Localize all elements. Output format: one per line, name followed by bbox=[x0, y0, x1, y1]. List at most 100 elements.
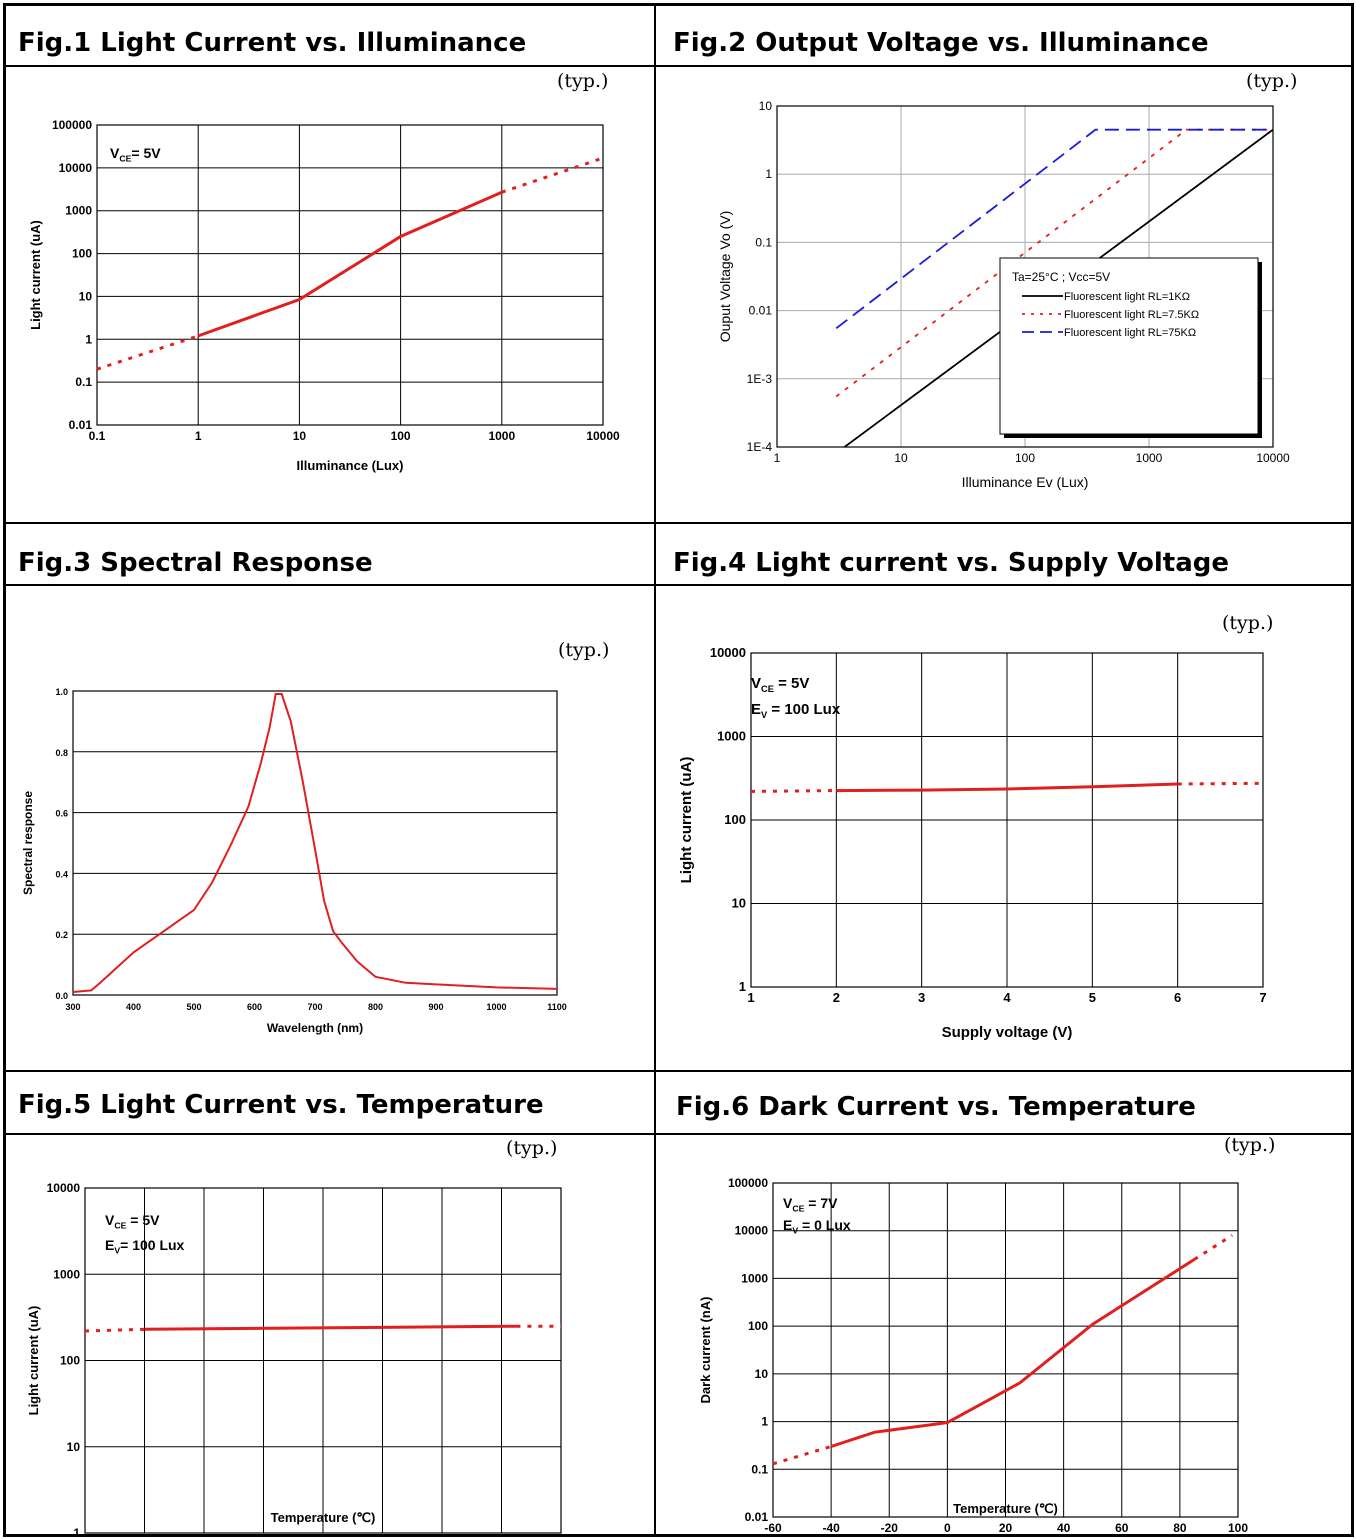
condition-annotation: VCE = 5V bbox=[105, 1212, 160, 1231]
x-tick-label: 400 bbox=[126, 1002, 141, 1012]
frame-divider-row3 bbox=[3, 584, 1354, 586]
x-tick-label: 10000 bbox=[586, 429, 620, 443]
condition-annotation: VCE = 5V bbox=[751, 675, 809, 694]
y-tick-label: 10000 bbox=[735, 1224, 769, 1238]
series-line bbox=[197, 190, 503, 338]
fig1-typ-label: (typ.) bbox=[557, 70, 609, 92]
y-tick-label: 0.0 bbox=[55, 991, 68, 1001]
x-tick-label: 10 bbox=[894, 451, 908, 465]
fig3-chart: 300 400 500 600 700 800 900 1000 1100 0.0 0.2 0.4 0.… bbox=[21, 687, 567, 1035]
x-tick-label: 600 bbox=[247, 1002, 262, 1012]
y-tick-label: 1 bbox=[739, 979, 746, 994]
x-tick-label: 7 bbox=[1259, 990, 1266, 1005]
fig2-typ-label: (typ.) bbox=[1246, 70, 1298, 92]
x-tick-label: 1 bbox=[195, 429, 202, 443]
frame-border-right bbox=[1351, 3, 1354, 1537]
series-line bbox=[836, 782, 1178, 793]
x-tick-label: -60 bbox=[764, 1521, 782, 1535]
y-tick-label: 1000 bbox=[53, 1267, 80, 1281]
x-tick-label: 60 bbox=[435, 1537, 449, 1539]
fig3-typ-label: (typ.) bbox=[558, 639, 610, 661]
x-tick-label: 500 bbox=[186, 1002, 201, 1012]
y-tick-label: 0.1 bbox=[75, 375, 92, 389]
plot-frame bbox=[72, 690, 558, 996]
fig4-title: Fig.4 Light current vs. Supply Voltage bbox=[673, 548, 1229, 578]
x-tick-label: 10 bbox=[293, 429, 307, 443]
condition-annotation: VCE = 7V bbox=[783, 1195, 838, 1214]
y-tick-label: 100 bbox=[60, 1354, 80, 1368]
fig2-title: Fig.2 Output Voltage vs. Illuminance bbox=[673, 28, 1209, 58]
plot-frame bbox=[84, 1187, 562, 1534]
y-axis-label: Spectral response bbox=[21, 791, 35, 895]
fig5-title: Fig.5 Light Current vs. Temperature bbox=[18, 1090, 544, 1120]
y-tick-label: 0.2 bbox=[55, 930, 68, 940]
x-tick-label: 20 bbox=[999, 1521, 1013, 1535]
x-tick-label: -20 bbox=[881, 1521, 899, 1535]
x-tick-label: 1 bbox=[747, 990, 754, 1005]
frame-divider-vertical bbox=[654, 3, 656, 1537]
series-line bbox=[772, 1445, 832, 1466]
x-tick-label: 20 bbox=[316, 1537, 330, 1539]
x-tick-label: 2 bbox=[833, 990, 840, 1005]
y-tick-label: 1 bbox=[761, 1415, 768, 1429]
x-tick-label: 100 bbox=[391, 429, 411, 443]
y-tick-label: 100 bbox=[748, 1319, 768, 1333]
x-tick-label: 1100 bbox=[547, 1002, 567, 1012]
series-line bbox=[144, 1324, 517, 1331]
y-tick-label: 1000 bbox=[741, 1271, 768, 1285]
x-tick-label: -40 bbox=[136, 1537, 154, 1539]
x-tick-label: 0 bbox=[944, 1521, 951, 1535]
series-line bbox=[84, 1327, 145, 1333]
x-axis-label: Temperature (℃) bbox=[271, 1510, 376, 1525]
x-tick-label: 80 bbox=[495, 1537, 509, 1539]
y-tick-label: 10 bbox=[732, 896, 746, 911]
fig6-typ-label: (typ.) bbox=[1224, 1134, 1276, 1156]
y-tick-label: 10000 bbox=[47, 1181, 81, 1195]
y-tick-label: 10 bbox=[755, 1367, 769, 1381]
x-tick-label: 1000 bbox=[488, 429, 515, 443]
frame-border-bottom bbox=[3, 1534, 1354, 1537]
frame-border-top bbox=[3, 3, 1354, 6]
frame-divider-row2 bbox=[3, 522, 1354, 524]
frame-divider-row1 bbox=[3, 65, 1354, 67]
x-tick-label: 100 bbox=[1228, 1521, 1248, 1535]
x-tick-label: 100 bbox=[1015, 451, 1035, 465]
y-tick-label: 10 bbox=[67, 1440, 81, 1454]
series-line bbox=[835, 128, 1273, 330]
x-tick-label: 4 bbox=[1003, 990, 1011, 1005]
fig3-title: Fig.3 Spectral Response bbox=[18, 548, 373, 578]
x-tick-label: 0.1 bbox=[89, 429, 106, 443]
y-tick-label: 10000 bbox=[59, 161, 93, 175]
x-tick-label: 900 bbox=[428, 1002, 443, 1012]
x-axis-label: Illuminance Ev (Lux) bbox=[962, 474, 1089, 490]
y-tick-label: 0.8 bbox=[55, 748, 68, 758]
x-tick-label: 60 bbox=[1115, 1521, 1129, 1535]
x-axis-label: Supply voltage (V) bbox=[942, 1024, 1073, 1041]
x-tick-label: 0 bbox=[260, 1537, 267, 1539]
y-axis-label: Ouput Voltage Vo (V) bbox=[717, 211, 733, 343]
fig1-title: Fig.1 Light Current vs. Illuminance bbox=[18, 28, 527, 58]
legend-entry: Fluorescent light RL=75KΩ bbox=[1064, 327, 1196, 339]
condition-annotation: EV = 0 Lux bbox=[783, 1217, 851, 1236]
y-tick-label: 1 bbox=[85, 332, 92, 346]
y-tick-label: 10000 bbox=[710, 645, 746, 660]
x-tick-label: 40 bbox=[376, 1537, 390, 1539]
frame-border-left bbox=[3, 3, 6, 1537]
fig5-chart: -60 -40 -20 0 20 40 60 80 100 1 10 100 1000 10000 Temp… bbox=[26, 1181, 571, 1539]
x-tick-label: 300 bbox=[65, 1002, 80, 1012]
y-tick-label: 0.01 bbox=[749, 304, 773, 318]
y-axis-label: Light current (uA) bbox=[26, 1306, 41, 1416]
condition-annotation: VCE= 5V bbox=[110, 145, 161, 164]
x-axis-label: Temperature (℃) bbox=[953, 1501, 1058, 1516]
y-tick-label: 100000 bbox=[728, 1176, 768, 1190]
y-tick-label: 10 bbox=[79, 289, 93, 303]
x-tick-label: 10000 bbox=[1256, 451, 1290, 465]
y-axis-label: Light current (uA) bbox=[678, 757, 695, 884]
fig2-chart: 1 10 100 1000 10000 1E-4 1E-3 0.01 0.1 1 10 Illumin… bbox=[717, 99, 1290, 490]
x-tick-label: 1 bbox=[774, 451, 781, 465]
x-tick-label: 800 bbox=[368, 1002, 383, 1012]
fig6-chart: -60 -40 -20 0 20 40 60 80 100 0.01 0.1 1 10 100 1000 10… bbox=[698, 1176, 1248, 1535]
fig5-typ-label: (typ.) bbox=[506, 1137, 558, 1159]
series-line bbox=[750, 789, 837, 793]
fig6-title: Fig.6 Dark Current vs. Temperature bbox=[676, 1092, 1196, 1122]
